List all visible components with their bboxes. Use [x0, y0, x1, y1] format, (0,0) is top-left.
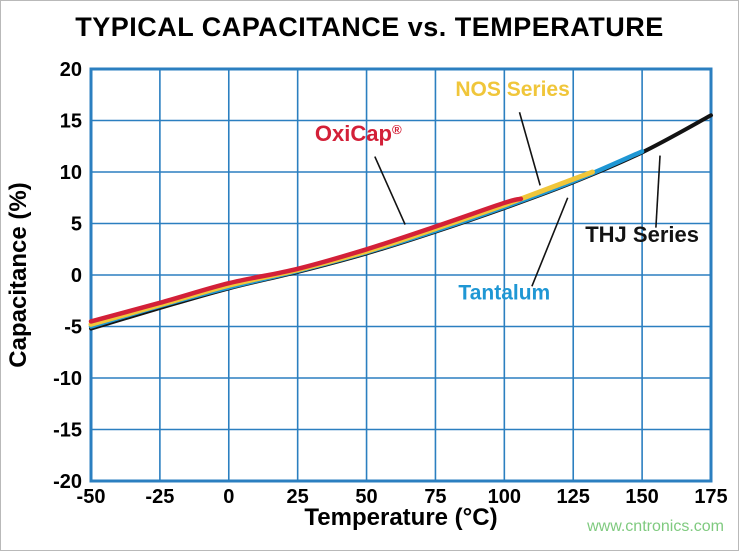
- y-tick-label: 0: [71, 265, 82, 287]
- y-tick-label: 10: [60, 162, 82, 184]
- x-tick-label: -25: [145, 486, 174, 508]
- y-tick-label: -20: [53, 471, 82, 493]
- x-tick-label: 100: [488, 486, 521, 508]
- x-tick-label: -50: [77, 486, 106, 508]
- series-label-oxicap: OxiCap®: [315, 121, 402, 146]
- y-tick-label: -5: [64, 317, 82, 339]
- leader-line-nos-series: [518, 112, 541, 186]
- plot-frame: [89, 67, 713, 483]
- chart-title: TYPICAL CAPACITANCE vs. TEMPERATURE: [75, 12, 664, 42]
- series-label-nos-series: NOS Series: [455, 78, 569, 101]
- y-tick-label: 15: [60, 111, 82, 133]
- y-tick-label: 20: [60, 59, 82, 81]
- y-tick-label: 5: [71, 214, 82, 236]
- y-tick-label: -10: [53, 368, 82, 390]
- leader-line-thj-series: [655, 155, 661, 228]
- x-tick-label: 0: [223, 486, 234, 508]
- x-tick-label: 50: [355, 486, 377, 508]
- x-axis-title: Temperature (°C): [304, 504, 498, 531]
- y-tick-label: -15: [53, 420, 82, 442]
- x-tick-label: 125: [557, 486, 590, 508]
- series-curve-oxicap: [88, 196, 524, 324]
- series-label-thj-series: THJ Series: [585, 222, 699, 247]
- leader-line-tantalum: [531, 197, 569, 287]
- watermark-text: www.cntronics.com: [587, 518, 724, 535]
- leader-line-oxicap: [374, 156, 406, 225]
- x-tick-label: 175: [694, 486, 727, 508]
- series-label-tantalum: Tantalum: [458, 282, 550, 305]
- x-tick-label: 75: [424, 486, 446, 508]
- x-tick-label: 150: [625, 486, 658, 508]
- x-tick-label: 25: [287, 486, 309, 508]
